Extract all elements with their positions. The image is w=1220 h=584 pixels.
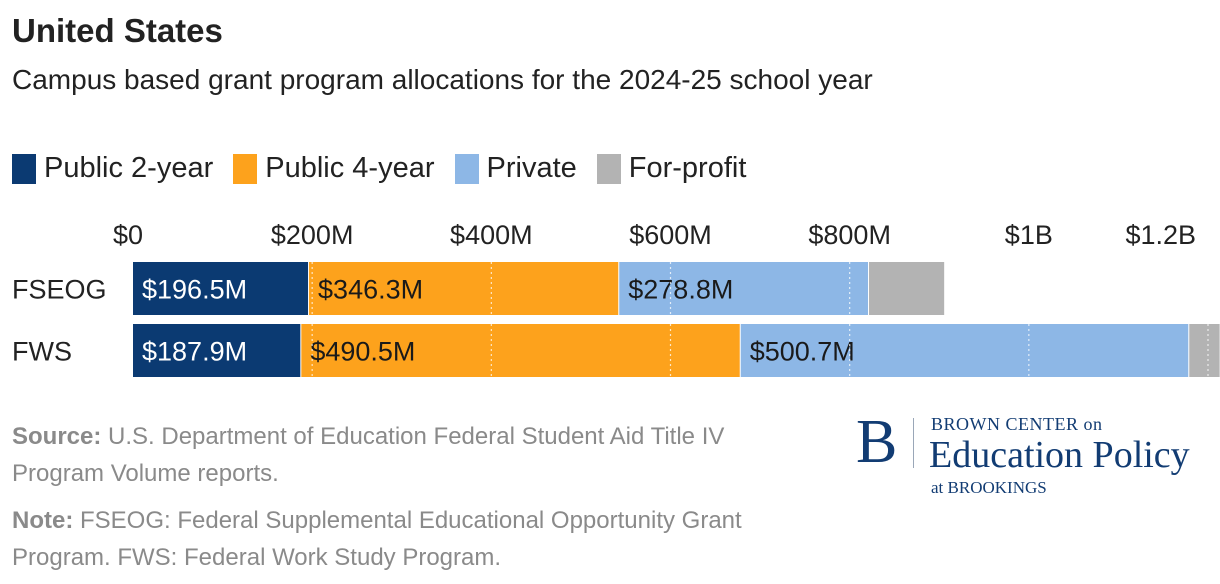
legend-label: Public 2-year [44, 152, 214, 184]
logo-divider [913, 418, 914, 468]
note-label: Note: [12, 507, 74, 534]
chart-note: Note: FSEOG: Federal Supplemental Educat… [12, 502, 812, 576]
legend-item-public-4-year: Public 4-year [233, 152, 435, 185]
bar-value-label: $278.8M [628, 275, 733, 305]
category-label: FWS [12, 337, 72, 367]
bar-value-label: $196.5M [142, 275, 247, 305]
legend-swatch-public-4-year [233, 153, 258, 184]
bar-value-label: $500.7M [750, 337, 855, 367]
x-tick-label: $0 [113, 220, 143, 250]
legend-label: Private [486, 152, 577, 184]
logo-line-2: Education Policy [929, 434, 1190, 476]
logo-letter: B [856, 408, 898, 476]
x-tick-label: $200M [271, 220, 354, 250]
x-tick-label: $1.2B [1125, 220, 1196, 250]
bar-value-label: $490.5M [310, 337, 415, 367]
logo-line-3: at BROOKINGS [931, 478, 1047, 497]
legend-item-public-2-year: Public 2-year [12, 152, 213, 185]
x-tick-label: $800M [808, 220, 891, 250]
source-label: Source: [12, 423, 102, 450]
chart-title: United States [12, 12, 223, 49]
brown-center-logo: B BROWN CENTER on Education Policy at BR… [856, 410, 1216, 500]
legend-swatch-private [454, 153, 479, 184]
legend: Public 2-year Public 4-year Private For-… [12, 152, 766, 185]
x-tick-label: $400M [450, 220, 533, 250]
bar-segment [740, 324, 1189, 377]
legend-item-private: Private [454, 152, 577, 185]
legend-label: For-profit [628, 152, 747, 184]
source-text: U.S. Department of Education Federal Stu… [12, 423, 725, 487]
x-tick-label: $1B [1005, 220, 1053, 250]
legend-swatch-public-2-year [12, 153, 36, 184]
bar-value-label: $187.9M [142, 337, 247, 367]
bar-segment [869, 262, 945, 315]
bar-segment [309, 262, 619, 315]
bar-segment [301, 324, 740, 377]
legend-item-for-profit: For-profit [596, 152, 747, 185]
category-label: FSEOG [12, 275, 107, 305]
legend-swatch-for-profit [596, 153, 621, 184]
logo-line-1: BROWN CENTER on [931, 414, 1103, 434]
bar-value-label: $346.3M [318, 275, 423, 305]
bar-segment [619, 262, 869, 315]
bar-segment [133, 324, 301, 377]
note-text: FSEOG: Federal Supplemental Educational … [12, 507, 742, 571]
chart-subtitle: Campus based grant program allocations f… [12, 64, 873, 95]
source-note: Source: U.S. Department of Education Fed… [12, 418, 812, 492]
bar-segment [1189, 324, 1220, 377]
bar-segment [133, 262, 309, 315]
legend-label: Public 4-year [265, 152, 435, 184]
stacked-bar-chart: $0 $200M $400M $600M $800M $1B $1.2B FSEOG $196.… [12, 220, 1220, 385]
x-tick-label: $600M [629, 220, 712, 250]
